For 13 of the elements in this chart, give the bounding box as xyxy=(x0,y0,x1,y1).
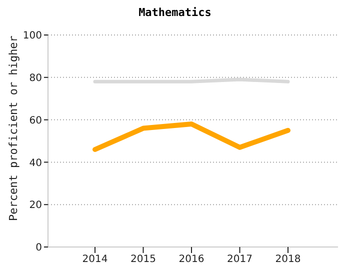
chart-title: Mathematics xyxy=(138,6,212,19)
x-tick-label: 2015 xyxy=(130,254,156,266)
x-tick-label: 2018 xyxy=(275,254,301,266)
y-tick-label: 20 xyxy=(29,200,42,212)
y-tick-label: 100 xyxy=(22,30,42,42)
y-tick-label: 40 xyxy=(29,158,42,169)
x-tick-label: 2016 xyxy=(178,254,204,266)
y-axis-title: Percent proficient or higher xyxy=(6,35,20,221)
y-tick-label: 80 xyxy=(29,72,42,84)
x-tick-label: 2014 xyxy=(82,254,108,266)
x-tick-label: 2017 xyxy=(227,254,252,266)
y-tick-label: 0 xyxy=(36,242,42,254)
y-tick-label: 60 xyxy=(29,115,42,126)
